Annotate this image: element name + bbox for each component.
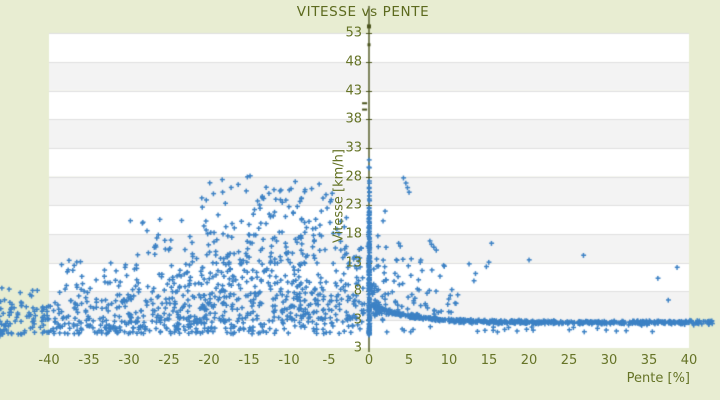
x-tick-label: 40 [680,353,698,368]
y-tick-label: 33 [345,140,362,156]
y-tick-label: 3 [353,340,362,356]
x-tick-label: -20 [198,353,220,368]
x-tick-label: 15 [480,353,498,368]
y-tick-label: 18 [345,226,362,242]
y-tick-label: 28 [345,169,362,185]
y-tick-label: 43 [345,83,362,99]
y-tick-label: 8 [353,283,362,299]
chart-title: VITESSE vs PENTE [296,4,430,20]
x-tick-label: 30 [600,353,618,368]
x-tick-label: 0 [364,353,374,368]
x-tick-label: -35 [78,353,100,368]
y-tick-label: 13 [345,255,362,271]
y-tick-label: 23 [345,197,362,213]
x-tick-label: 35 [640,353,658,368]
x-tick-label: -25 [158,353,180,368]
x-tick-label: 10 [440,353,458,368]
y-tick-label: 48 [345,54,362,70]
y-tick-label: 38 [345,111,362,127]
x-tick-label: 25 [560,353,578,368]
x-tick-label: -30 [118,353,140,368]
x-tick-label: -15 [238,353,260,368]
x-axis-title: Pente [%] [626,371,690,386]
x-tick-label: 5 [404,353,414,368]
y-axis-title: Vitesse [km/h] [331,149,347,243]
x-tick-label: -40 [38,353,60,368]
y-tick-label: 53 [345,25,362,41]
y-tick-label: 3 [353,312,362,328]
x-tick-label: -5 [322,353,336,368]
x-tick-label: -10 [278,353,300,368]
x-tick-label: 20 [520,353,538,368]
